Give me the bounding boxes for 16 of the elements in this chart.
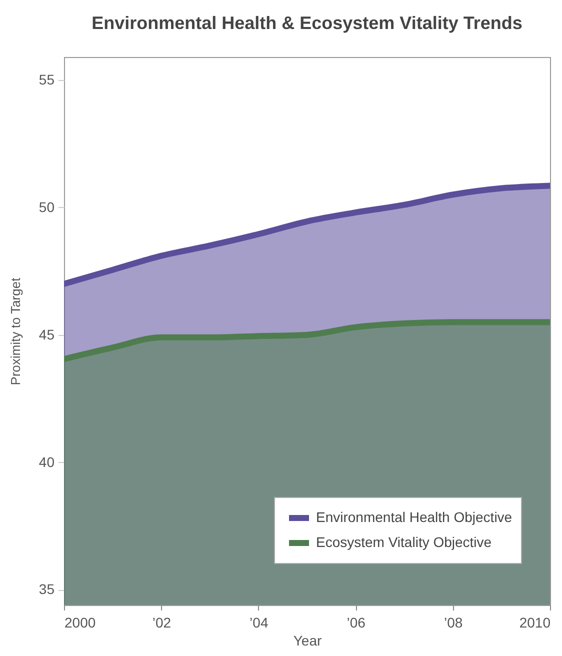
x-axis-title: Year (293, 632, 322, 648)
x-tick-label: ’04 (250, 614, 268, 630)
y-tick-label: 45 (38, 326, 55, 342)
x-tick-label: ’08 (444, 614, 463, 630)
x-tick-label: ’02 (152, 614, 172, 630)
chart-title: Environmental Health & Ecosystem Vitality Trends (92, 13, 522, 33)
x-tick-label: 2010 (519, 614, 551, 630)
x-tick-label: 2000 (64, 614, 96, 630)
x-tick-label: ’06 (346, 614, 366, 630)
y-tick-label: 40 (38, 454, 55, 470)
y-tick-label: 55 (38, 71, 55, 88)
legend-label: Environmental Health Objective (316, 509, 512, 525)
y-axis-title: Proximity to Target (8, 277, 23, 386)
y-tick-label: 35 (38, 581, 55, 598)
y-tick-label: 50 (38, 198, 55, 215)
legend-label: Ecosystem Vitality Objective (316, 534, 492, 550)
